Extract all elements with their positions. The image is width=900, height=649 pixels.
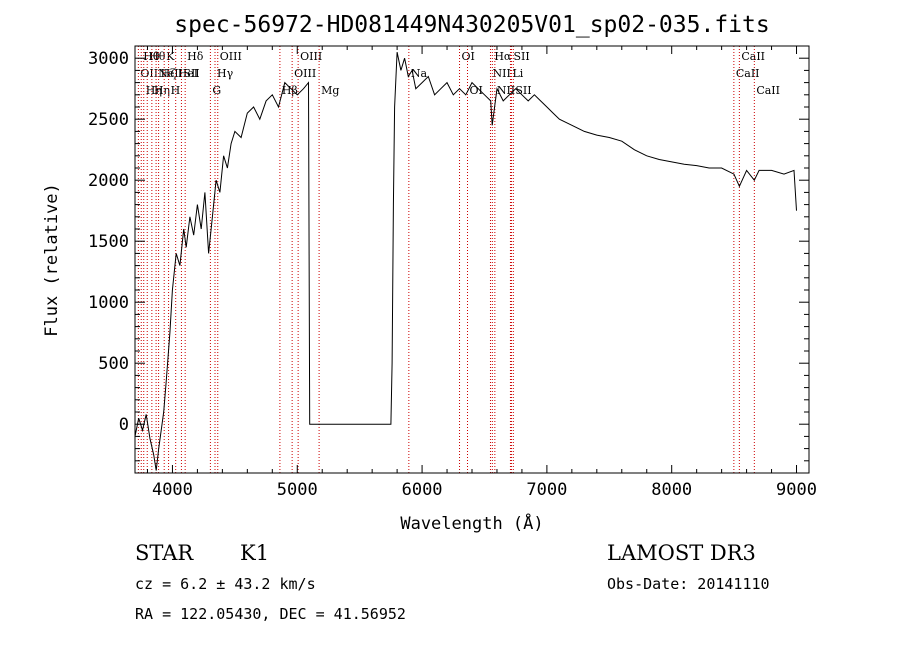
line-label-29: CaII — [741, 50, 765, 63]
object-subclass: K1 — [240, 541, 269, 565]
x-tick-label-3: 7000 — [526, 480, 567, 500]
line-label-15: Hβ — [282, 84, 298, 97]
x-tick-label-0: 4000 — [152, 480, 193, 500]
line-label-17: OIII — [300, 50, 322, 63]
line-label-7: K — [166, 50, 175, 63]
line-label-24: NII — [497, 84, 515, 97]
line-label-22: NII — [492, 67, 510, 80]
line-label-26: SII — [513, 50, 529, 63]
line-label-2: Hη — [146, 84, 162, 97]
coordinates: RA = 122.05430, DEC = 41.56952 — [135, 605, 406, 623]
line-label-0: OII — [140, 67, 158, 80]
x-tick-label-4: 8000 — [651, 480, 692, 500]
line-label-8: H — [171, 84, 181, 97]
line-label-27: SII — [515, 84, 531, 97]
x-axis: 4000 5000 6000 7000 8000 9000 — [146, 46, 817, 500]
line-label-20: OI — [462, 50, 475, 63]
redshift-cz: cz = 6.2 ± 43.2 km/s — [135, 575, 316, 593]
line-label-4: Hη — [154, 84, 170, 97]
line-label-28: CaII — [736, 67, 760, 80]
y-tick-label-2: 1000 — [88, 293, 129, 313]
y-tick-label-6: 3000 — [88, 49, 129, 69]
line-label-12: G — [212, 84, 221, 97]
spectrum-series-line — [134, 51, 797, 471]
line-label-5: NeIII — [158, 67, 187, 80]
y-tick-label-3: 1500 — [88, 232, 129, 252]
object-type: STAR — [135, 541, 194, 565]
x-tick-label-1: 5000 — [277, 480, 318, 500]
line-label-3: Hθ — [149, 50, 166, 63]
line-label-21: OI — [470, 84, 483, 97]
y-tick-label-5: 2500 — [88, 110, 129, 130]
line-label-19: Na — [411, 67, 428, 80]
plot-frame — [134, 45, 810, 474]
y-axis: 0 500 1000 1500 2000 2500 3000 — [88, 49, 809, 462]
spectral-line-markers: OIIHθHηHθHηNeIIIHζKHHeISIIHδGHγOIIIHβOII… — [137, 46, 780, 473]
line-label-30: CaII — [756, 84, 780, 97]
line-label-13: Hγ — [217, 67, 234, 80]
chart-title: spec-56972-HD081449N430205V01_sp02-035.f… — [174, 12, 769, 38]
x-tick-label-5: 9000 — [776, 480, 817, 500]
line-label-23: Hα — [494, 50, 512, 63]
line-label-16: OIII — [294, 67, 316, 80]
line-label-9: HeI — [178, 67, 198, 80]
line-label-11: Hδ — [187, 50, 204, 63]
y-tick-label-0: 0 — [119, 415, 129, 435]
line-label-25: Li — [512, 67, 523, 80]
y-tick-label-1: 500 — [98, 354, 129, 374]
x-tick-label-2: 6000 — [402, 480, 443, 500]
line-label-14: OIII — [220, 50, 242, 63]
line-label-10: SII — [183, 67, 199, 80]
survey-name: LAMOST DR3 — [607, 541, 756, 565]
line-label-1: Hθ — [143, 50, 160, 63]
y-axis-label: Flux (relative) — [42, 183, 62, 337]
obs-date: Obs-Date: 20141110 — [607, 575, 770, 593]
line-label-18: Mg — [321, 84, 339, 97]
x-axis-label: Wavelength (Å) — [400, 512, 543, 534]
y-tick-label-4: 2000 — [88, 171, 129, 191]
